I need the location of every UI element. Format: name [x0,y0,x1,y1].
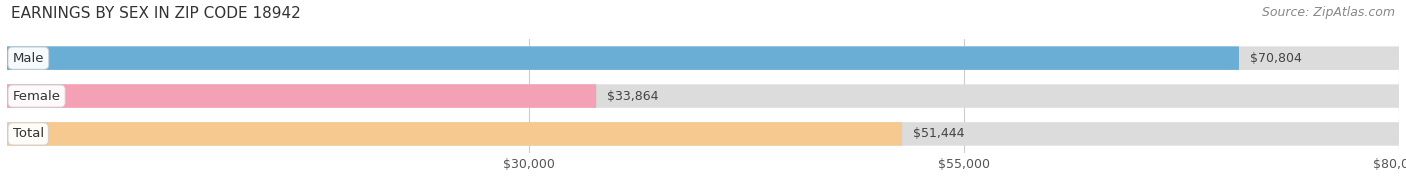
Text: $70,804: $70,804 [1250,52,1302,65]
Text: EARNINGS BY SEX IN ZIP CODE 18942: EARNINGS BY SEX IN ZIP CODE 18942 [11,6,301,21]
Text: Source: ZipAtlas.com: Source: ZipAtlas.com [1261,6,1395,19]
FancyBboxPatch shape [7,122,1399,146]
Text: Total: Total [13,127,44,140]
FancyBboxPatch shape [7,46,1239,70]
FancyBboxPatch shape [7,122,903,146]
Text: Female: Female [13,90,60,103]
FancyBboxPatch shape [7,46,1399,70]
Text: $33,864: $33,864 [607,90,659,103]
FancyBboxPatch shape [7,84,1399,108]
Text: Male: Male [13,52,44,65]
Text: $51,444: $51,444 [914,127,965,140]
FancyBboxPatch shape [7,84,596,108]
